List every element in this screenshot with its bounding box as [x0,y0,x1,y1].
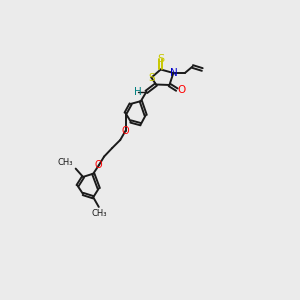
Text: S: S [157,54,164,64]
Text: O: O [122,126,129,136]
Text: N: N [169,68,177,78]
Text: O: O [178,85,186,95]
Text: CH₃: CH₃ [92,209,107,218]
Text: CH₃: CH₃ [58,158,74,167]
Text: O: O [95,160,103,170]
Text: S: S [148,73,155,82]
Text: H: H [134,87,142,97]
